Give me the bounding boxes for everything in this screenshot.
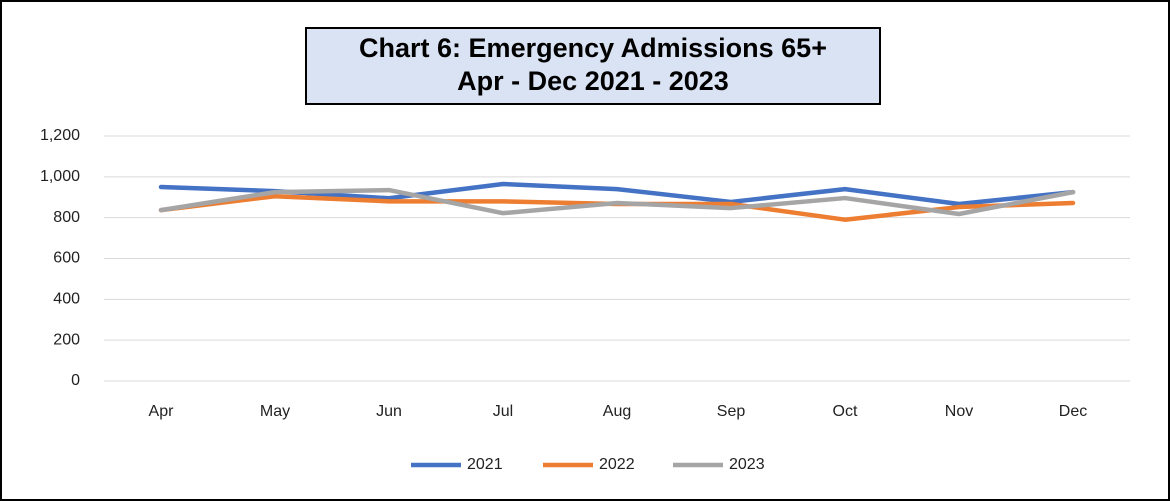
x-tick-label: Dec bbox=[1059, 403, 1087, 420]
y-tick-label: 1,200 bbox=[40, 127, 80, 144]
chart-title: Apr - Dec 2021 - 2023 bbox=[457, 66, 729, 96]
y-tick-label: 1,000 bbox=[40, 168, 80, 185]
legend-label: 2021 bbox=[467, 456, 503, 473]
x-tick-label: Aug bbox=[603, 403, 631, 420]
legend-label: 2022 bbox=[599, 456, 635, 473]
y-tick-label: 400 bbox=[53, 291, 80, 308]
y-tick-label: 0 bbox=[71, 372, 80, 389]
x-tick-label: Apr bbox=[149, 403, 175, 420]
x-tick-label: Sep bbox=[717, 403, 746, 420]
y-tick-label: 800 bbox=[53, 209, 80, 226]
title-box bbox=[305, 27, 881, 105]
x-tick-label: Nov bbox=[945, 403, 973, 420]
x-tick-label: Oct bbox=[833, 403, 858, 420]
x-tick-label: Jun bbox=[376, 403, 402, 420]
legend-label: 2023 bbox=[729, 456, 765, 473]
chart-title: Chart 6: Emergency Admissions 65+ bbox=[359, 33, 827, 63]
series-line bbox=[158, 187, 1076, 217]
x-tick-label: May bbox=[260, 403, 290, 420]
x-tick-label: Jul bbox=[493, 403, 513, 420]
y-tick-label: 200 bbox=[53, 331, 80, 348]
y-tick-label: 600 bbox=[53, 250, 80, 267]
